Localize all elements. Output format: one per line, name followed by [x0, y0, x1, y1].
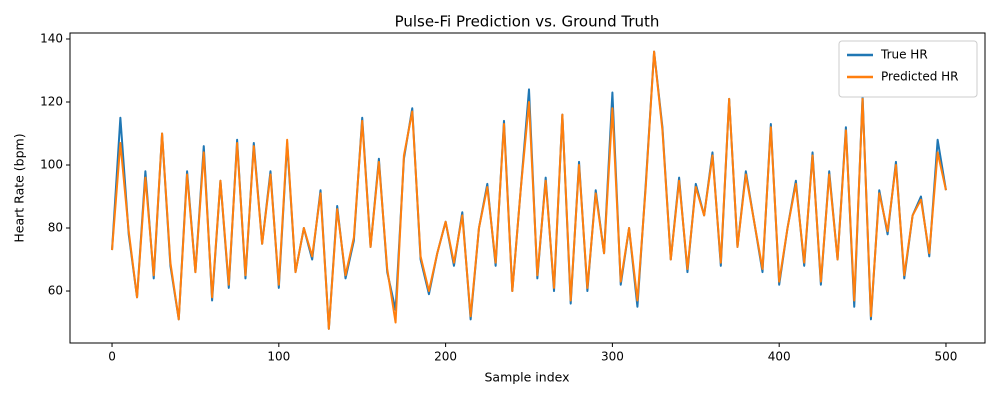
data-line: [111, 50, 947, 330]
y-tick-label: 80: [48, 221, 63, 235]
y-tick-label: 140: [40, 31, 63, 45]
data-line: [111, 50, 947, 330]
x-tick-label: 0: [108, 350, 116, 364]
legend-label: True HR: [880, 48, 928, 62]
x-tick-label: 300: [601, 350, 624, 364]
y-tick-label: 60: [48, 284, 63, 298]
legend-label: Predicted HR: [881, 70, 959, 84]
x-tick-label: 100: [267, 350, 290, 364]
plot-frame: [69, 32, 986, 344]
y-tick-label: 120: [40, 94, 63, 108]
chart-title: Pulse-Fi Prediction vs. Ground Truth: [395, 13, 660, 31]
y-axis-label: Heart Rate (bpm): [12, 133, 27, 242]
legend-box: [838, 40, 978, 98]
y-tick-label: 100: [40, 158, 63, 172]
x-tick-label: 500: [935, 350, 958, 364]
x-axis-label: Sample index: [484, 370, 569, 385]
x-tick-label: 400: [768, 350, 791, 364]
x-tick-label: 200: [434, 350, 457, 364]
